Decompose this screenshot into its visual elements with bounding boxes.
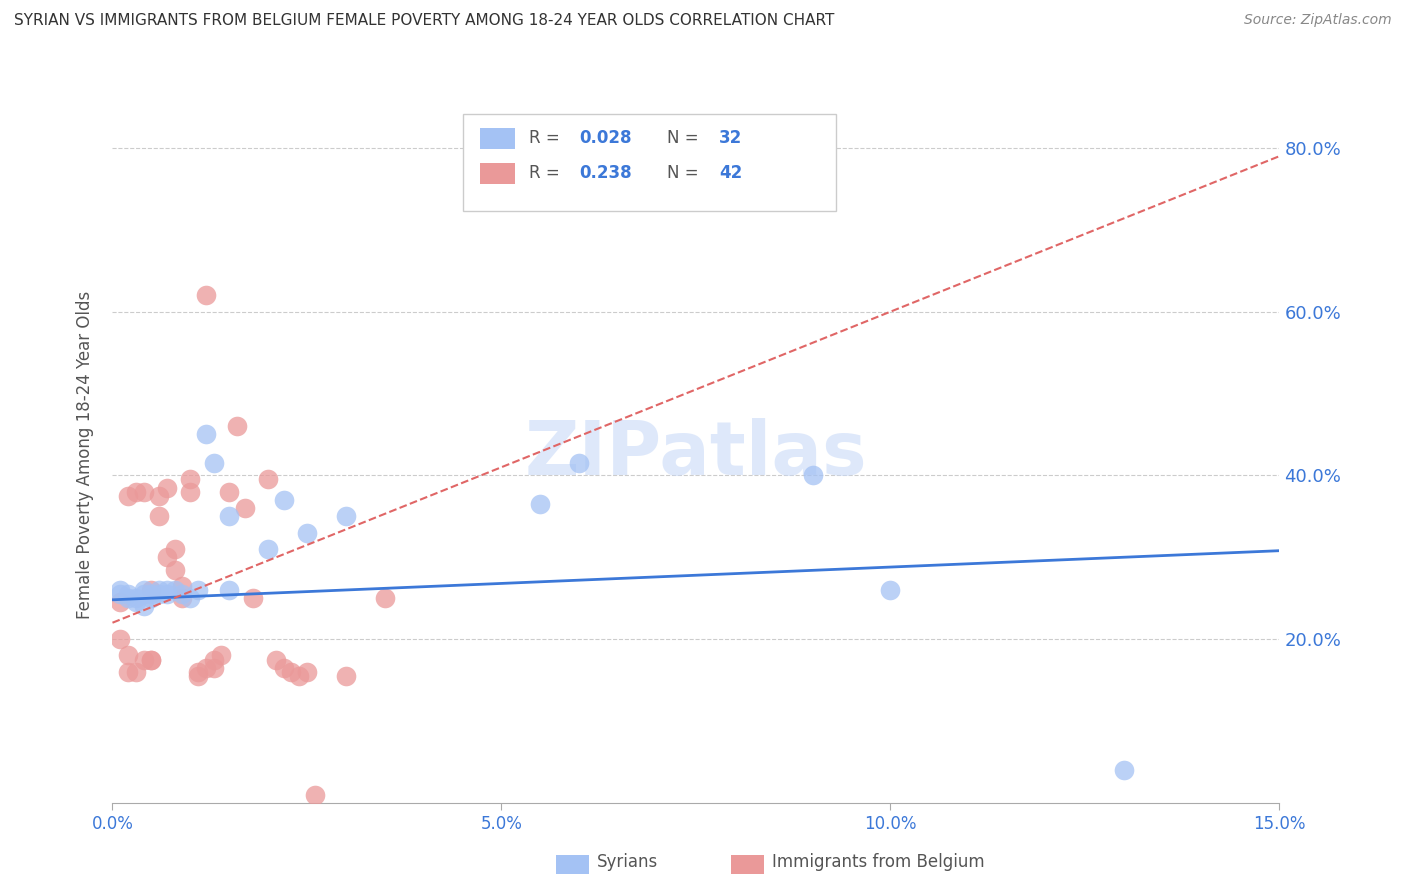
Point xyxy=(172,591,194,606)
Point xyxy=(801,468,824,483)
Point xyxy=(179,591,201,606)
Point xyxy=(172,587,194,601)
Point xyxy=(132,599,155,614)
Point xyxy=(264,652,287,666)
Point xyxy=(233,501,256,516)
Point xyxy=(273,661,295,675)
Point xyxy=(156,481,179,495)
Text: R =: R = xyxy=(529,129,565,147)
Point xyxy=(163,582,186,597)
Point xyxy=(163,562,186,576)
Point xyxy=(187,665,209,679)
Point xyxy=(132,652,155,666)
Point xyxy=(374,591,396,606)
Point xyxy=(110,632,132,646)
Point xyxy=(218,509,240,524)
Point xyxy=(280,665,302,679)
Text: N =: N = xyxy=(666,129,703,147)
Point xyxy=(148,509,170,524)
Point xyxy=(148,489,170,503)
Point xyxy=(288,669,311,683)
Point xyxy=(187,669,209,683)
Point xyxy=(194,427,217,442)
Point xyxy=(304,788,326,802)
Point xyxy=(163,542,186,557)
Text: Syrians: Syrians xyxy=(596,853,658,871)
Point xyxy=(218,484,240,499)
Text: 0.028: 0.028 xyxy=(579,129,631,147)
Point xyxy=(125,484,148,499)
Text: 42: 42 xyxy=(720,164,742,182)
Point xyxy=(179,484,201,499)
Point xyxy=(529,497,551,511)
Point xyxy=(202,456,225,470)
Text: Source: ZipAtlas.com: Source: ZipAtlas.com xyxy=(1244,13,1392,28)
Y-axis label: Female Poverty Among 18-24 Year Olds: Female Poverty Among 18-24 Year Olds xyxy=(76,291,94,619)
Point xyxy=(202,652,225,666)
Point xyxy=(141,652,163,666)
Point xyxy=(187,582,209,597)
Point xyxy=(117,489,139,503)
Point xyxy=(148,587,170,601)
Point xyxy=(179,473,201,487)
Point xyxy=(218,582,240,597)
Point xyxy=(117,587,139,601)
Point xyxy=(117,591,139,606)
Text: SYRIAN VS IMMIGRANTS FROM BELGIUM FEMALE POVERTY AMONG 18-24 YEAR OLDS CORRELATI: SYRIAN VS IMMIGRANTS FROM BELGIUM FEMALE… xyxy=(14,13,834,29)
Point xyxy=(117,648,139,663)
Point xyxy=(156,550,179,565)
Point xyxy=(209,648,232,663)
Point xyxy=(156,587,179,601)
Point xyxy=(110,595,132,609)
Point xyxy=(125,595,148,609)
Point xyxy=(156,582,179,597)
Point xyxy=(335,669,357,683)
Point xyxy=(202,661,225,675)
Point xyxy=(132,587,155,601)
Text: Immigrants from Belgium: Immigrants from Belgium xyxy=(772,853,984,871)
FancyBboxPatch shape xyxy=(731,855,763,874)
Text: ZIPatlas: ZIPatlas xyxy=(524,418,868,491)
Point xyxy=(295,525,318,540)
Point xyxy=(110,587,132,601)
Point xyxy=(257,473,280,487)
Point xyxy=(125,591,148,606)
FancyBboxPatch shape xyxy=(555,855,589,874)
Point xyxy=(1112,763,1135,777)
Point xyxy=(194,661,217,675)
Point xyxy=(132,582,155,597)
Text: R =: R = xyxy=(529,164,565,182)
Point xyxy=(125,665,148,679)
FancyBboxPatch shape xyxy=(463,114,837,211)
Point xyxy=(242,591,264,606)
Point xyxy=(132,484,155,499)
Point xyxy=(141,591,163,606)
Point xyxy=(295,665,318,679)
Point xyxy=(110,582,132,597)
Point xyxy=(879,582,901,597)
Point xyxy=(335,509,357,524)
Text: 0.238: 0.238 xyxy=(579,164,631,182)
Point xyxy=(172,579,194,593)
Point xyxy=(194,288,217,302)
FancyBboxPatch shape xyxy=(479,128,515,149)
Point xyxy=(141,652,163,666)
Point xyxy=(141,587,163,601)
Text: 32: 32 xyxy=(720,129,742,147)
Text: N =: N = xyxy=(666,164,703,182)
Point xyxy=(273,492,295,507)
Point xyxy=(257,542,280,557)
Point xyxy=(568,456,591,470)
FancyBboxPatch shape xyxy=(479,162,515,184)
Point xyxy=(141,582,163,597)
Point xyxy=(117,665,139,679)
Point xyxy=(226,419,249,434)
Point xyxy=(148,582,170,597)
